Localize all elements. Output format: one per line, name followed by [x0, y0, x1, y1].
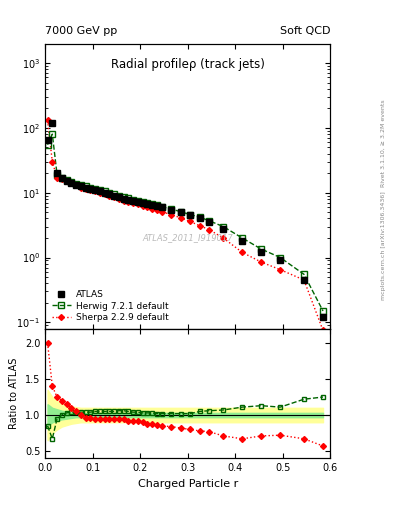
- Text: Radial profileρ (track jets): Radial profileρ (track jets): [111, 58, 264, 71]
- Text: mcplots.cern.ch [arXiv:1306.3436]: mcplots.cern.ch [arXiv:1306.3436]: [381, 191, 386, 300]
- Text: Soft QCD: Soft QCD: [280, 26, 330, 36]
- Text: 7000 GeV pp: 7000 GeV pp: [45, 26, 118, 36]
- Y-axis label: Ratio to ATLAS: Ratio to ATLAS: [9, 358, 19, 429]
- Text: Rivet 3.1.10, ≥ 3.2M events: Rivet 3.1.10, ≥ 3.2M events: [381, 99, 386, 187]
- Text: ATLAS_2011_I919017: ATLAS_2011_I919017: [142, 233, 233, 242]
- Legend: ATLAS, Herwig 7.2.1 default, Sherpa 2.2.9 default: ATLAS, Herwig 7.2.1 default, Sherpa 2.2.…: [48, 286, 172, 326]
- X-axis label: Charged Particle r: Charged Particle r: [138, 479, 238, 488]
